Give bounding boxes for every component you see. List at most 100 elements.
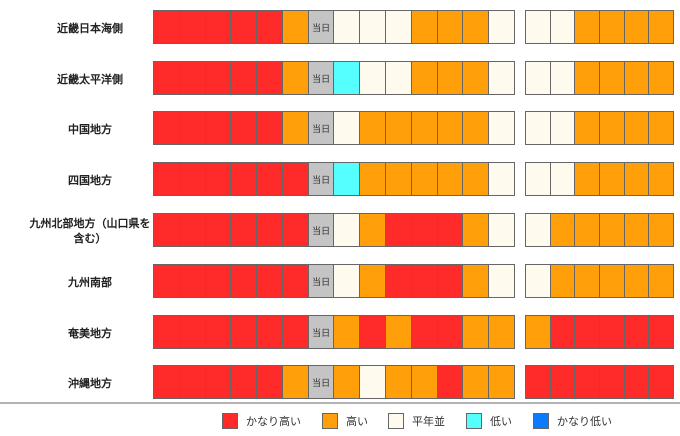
forecast-cell-very-high [574,315,600,349]
forecast-cell-high [410,61,437,95]
forecast-cell-high [648,111,675,145]
forecast-cell-very-high [178,264,205,298]
region-name: 近畿太平洋側 [57,72,123,86]
forecast-cell-low [333,162,360,196]
forecast-cell-very-high [549,365,575,399]
forecast-cell-normal [525,111,550,145]
forecast-cell-very-high [204,111,231,145]
legend-swatch-normal [388,413,404,429]
forecast-cell-high [623,10,649,44]
today-cell: 当日 [307,213,334,247]
today-cell: 当日 [307,315,334,349]
forecast-cell-normal [488,10,515,44]
forecast-cell-high [410,10,437,44]
forecast-grid-secondary [525,213,675,249]
forecast-cell-very-high [599,315,624,349]
forecast-cell-very-high [385,213,411,247]
legend: かなり高い 高い 平年並 低い かなり低い [0,410,680,434]
forecast-cell-very-high [256,264,282,298]
forecast-cell-very-high [281,213,308,247]
forecast-cell-high [574,111,600,145]
forecast-cell-high [599,213,624,247]
forecast-cell-high [359,111,386,145]
forecast-cell-high [549,264,575,298]
forecast-cell-very-high [230,111,257,145]
region-row: 奄美地方 当日 [0,315,680,351]
forecast-cell-normal [525,162,550,196]
forecast-cell-very-high [410,315,437,349]
region-label: 沖縄地方 [0,365,180,401]
forecast-cell-high [281,61,308,95]
forecast-cell-very-high [525,365,550,399]
forecast-cell-high [333,315,360,349]
forecast-grid-primary: 当日 [153,264,515,300]
forecast-cell-very-high [623,365,649,399]
forecast-cell-very-high [256,315,282,349]
forecast-cell-normal [549,111,575,145]
legend-label: 高い [346,415,368,428]
forecast-cell-very-high [178,315,205,349]
forecast-cell-high [410,162,437,196]
region-name: 中国地方 [68,122,112,136]
forecast-cell-very-high [204,264,231,298]
forecast-cell-high [549,213,575,247]
legend-label: かなり低い [557,415,612,428]
forecast-cell-low [333,61,360,95]
forecast-grid-secondary [525,162,675,198]
forecast-cell-high [648,10,675,44]
forecast-cell-high [462,162,489,196]
forecast-cell-normal [333,10,360,44]
forecast-cell-very-high [256,365,282,399]
forecast-cell-high [385,162,411,196]
forecast-cell-very-high [256,111,282,145]
forecast-cell-very-high [153,162,179,196]
forecast-cell-high [281,365,308,399]
forecast-cell-high [462,111,489,145]
legend-label: 低い [490,415,512,428]
forecast-cell-high [599,264,624,298]
forecast-grid-primary: 当日 [153,10,515,46]
forecast-cell-very-high [230,162,257,196]
forecast-cell-normal [333,264,360,298]
forecast-cell-very-high [256,162,282,196]
legend-item-very-low: かなり低い [533,413,612,429]
forecast-cell-very-high [204,365,231,399]
legend-label: かなり高い [246,415,301,428]
forecast-cell-very-high [153,61,179,95]
legend-swatch-very-low [533,413,549,429]
forecast-grid-primary: 当日 [153,111,515,147]
forecast-cell-very-high [436,365,463,399]
forecast-cell-high [574,61,600,95]
forecast-cell-normal [488,162,515,196]
region-row: 近畿日本海側 当日 [0,10,680,46]
forecast-cell-very-high [281,315,308,349]
forecast-cell-very-high [436,315,463,349]
forecast-cell-very-high [153,10,179,44]
forecast-grid-secondary [525,10,675,46]
forecast-cell-high [488,315,515,349]
forecast-cell-very-high [574,365,600,399]
region-row: 四国地方 当日 [0,162,680,198]
forecast-cell-very-high [256,10,282,44]
forecast-cell-very-high [256,213,282,247]
forecast-cell-high [436,162,463,196]
forecast-cell-very-high [153,365,179,399]
legend-item-very-high: かなり高い [222,413,301,429]
region-name: 四国地方 [68,173,112,187]
forecast-cell-normal [359,61,386,95]
forecast-cell-high [599,10,624,44]
forecast-cell-very-high [230,213,257,247]
forecast-cell-normal [549,10,575,44]
forecast-cell-very-high [153,264,179,298]
region-row: 九州北部地方（山口県を含む） 当日 [0,213,680,249]
legend-item-low: 低い [466,413,512,429]
forecast-cell-high [623,213,649,247]
forecast-cell-very-high [204,162,231,196]
forecast-cell-high [623,61,649,95]
forecast-cell-very-high [178,365,205,399]
forecast-cell-high [462,365,489,399]
region-name: 沖縄地方 [68,376,112,390]
forecast-cell-high [574,264,600,298]
forecast-cell-normal [549,61,575,95]
forecast-cell-high [599,111,624,145]
